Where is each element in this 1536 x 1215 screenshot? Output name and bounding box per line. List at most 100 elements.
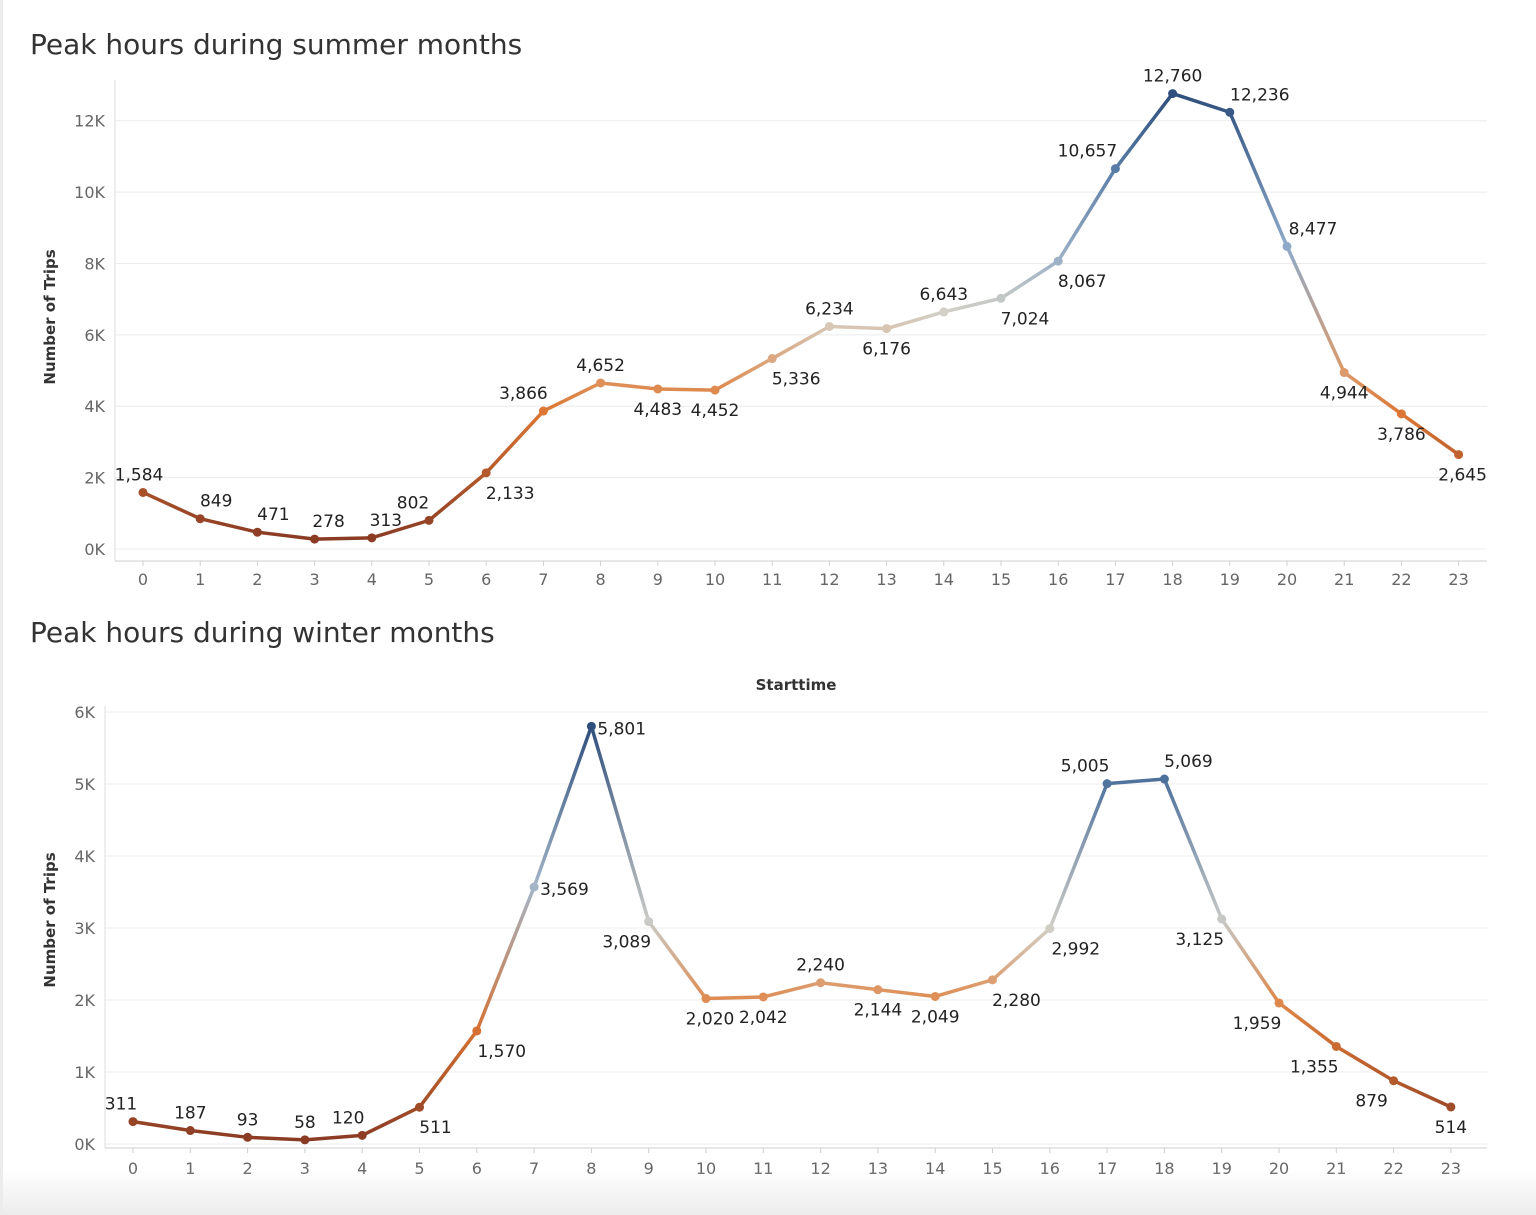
data-point[interactable] xyxy=(1102,779,1112,789)
y-tick-label: 0K xyxy=(84,540,105,559)
data-point[interactable] xyxy=(357,1130,367,1140)
data-point[interactable] xyxy=(300,1135,310,1145)
line-segment xyxy=(245,1135,307,1142)
data-point[interactable] xyxy=(1110,164,1120,174)
data-point[interactable] xyxy=(128,1117,138,1127)
x-tick-label: 0 xyxy=(138,570,148,589)
data-point[interactable] xyxy=(367,533,377,543)
y-tick-label: 0K xyxy=(74,1135,95,1154)
data-point[interactable] xyxy=(243,1132,253,1142)
data-label: 511 xyxy=(419,1118,451,1138)
data-label: 7,024 xyxy=(1001,309,1050,329)
data-point[interactable] xyxy=(1225,107,1235,117)
data-label: 1,570 xyxy=(477,1042,526,1062)
data-point[interactable] xyxy=(481,468,491,478)
data-label: 278 xyxy=(312,512,344,532)
line-segment xyxy=(370,518,431,540)
data-point[interactable] xyxy=(988,975,997,985)
x-tick-label: 8 xyxy=(586,1159,596,1178)
line-segment xyxy=(1334,1044,1396,1083)
data-point[interactable] xyxy=(824,321,834,331)
data-point[interactable] xyxy=(1339,368,1349,378)
data-point[interactable] xyxy=(1168,89,1178,99)
line-segment xyxy=(1342,370,1404,416)
y-tick-label: 1K xyxy=(74,1063,95,1082)
data-point[interactable] xyxy=(424,515,434,525)
data-point[interactable] xyxy=(195,514,205,524)
line-segment xyxy=(876,987,937,999)
data-point[interactable] xyxy=(939,307,949,317)
x-tick-label: 10 xyxy=(705,570,725,589)
data-label: 187 xyxy=(174,1104,206,1124)
data-point[interactable] xyxy=(596,378,606,388)
line-segment xyxy=(646,919,708,1001)
line-segment xyxy=(713,356,774,392)
line-segment xyxy=(1105,777,1167,786)
data-label: 1,584 xyxy=(115,465,164,485)
data-point[interactable] xyxy=(1396,409,1406,419)
data-label: 6,234 xyxy=(805,299,854,319)
data-label: 3,125 xyxy=(1175,930,1224,950)
x-tick-label: 13 xyxy=(876,570,896,589)
data-label: 93 xyxy=(237,1110,259,1130)
line-segment xyxy=(1399,412,1461,457)
data-point[interactable] xyxy=(586,721,596,731)
data-label: 6,176 xyxy=(862,340,911,360)
data-point[interactable] xyxy=(185,1126,195,1136)
line-segment xyxy=(541,381,603,413)
data-point[interactable] xyxy=(529,882,539,892)
data-point[interactable] xyxy=(252,527,262,537)
data-point[interactable] xyxy=(1159,774,1169,784)
data-point[interactable] xyxy=(653,384,663,394)
y-tick-label: 4K xyxy=(84,397,105,416)
x-tick-label: 18 xyxy=(1162,570,1182,589)
data-point[interactable] xyxy=(1454,450,1464,460)
data-label: 120 xyxy=(332,1108,364,1128)
data-point[interactable] xyxy=(882,324,892,334)
data-point[interactable] xyxy=(767,354,777,364)
x-tick-label: 23 xyxy=(1448,570,1468,589)
data-point[interactable] xyxy=(701,994,711,1004)
data-point[interactable] xyxy=(415,1102,424,1112)
x-tick-label: 9 xyxy=(644,1159,654,1178)
line-segment xyxy=(255,530,317,541)
data-point[interactable] xyxy=(930,991,940,1001)
line-segment xyxy=(827,324,889,331)
x-tick-label: 14 xyxy=(934,570,954,589)
data-point[interactable] xyxy=(1446,1102,1456,1112)
data-point[interactable] xyxy=(644,917,654,927)
data-point[interactable] xyxy=(1389,1076,1399,1086)
data-label: 802 xyxy=(397,493,429,513)
data-label: 2,992 xyxy=(1051,940,1100,960)
line-segment xyxy=(484,409,546,475)
data-point[interactable] xyxy=(873,985,883,995)
data-label: 313 xyxy=(370,511,402,531)
data-point[interactable] xyxy=(1282,241,1292,251)
data-label: 3,089 xyxy=(602,933,651,953)
data-point[interactable] xyxy=(1217,914,1227,924)
data-point[interactable] xyxy=(816,978,826,988)
winter-line-chart: 0K1K2K3K4K5K6K01234567891011121314151617… xyxy=(41,676,1487,1178)
data-point[interactable] xyxy=(710,385,720,395)
left-edge-rule xyxy=(0,0,3,1215)
data-point[interactable] xyxy=(138,487,148,497)
data-label: 5,336 xyxy=(772,370,821,390)
line-segment xyxy=(303,1133,364,1142)
data-label: 879 xyxy=(1355,1092,1387,1112)
data-point[interactable] xyxy=(1331,1041,1341,1051)
data-point[interactable] xyxy=(538,406,548,416)
data-label: 8,067 xyxy=(1058,272,1107,292)
data-point[interactable] xyxy=(1274,998,1284,1008)
data-point[interactable] xyxy=(1053,256,1063,266)
data-point[interactable] xyxy=(1045,924,1055,934)
x-tick-label: 3 xyxy=(310,570,320,589)
line-segment xyxy=(1056,166,1118,263)
x-tick-label: 11 xyxy=(762,570,782,589)
data-point[interactable] xyxy=(758,992,768,1002)
x-tick-label: 15 xyxy=(991,570,1011,589)
data-point[interactable] xyxy=(472,1026,482,1036)
data-point[interactable] xyxy=(996,293,1006,303)
data-label: 10,657 xyxy=(1058,142,1117,162)
data-point[interactable] xyxy=(310,534,320,544)
